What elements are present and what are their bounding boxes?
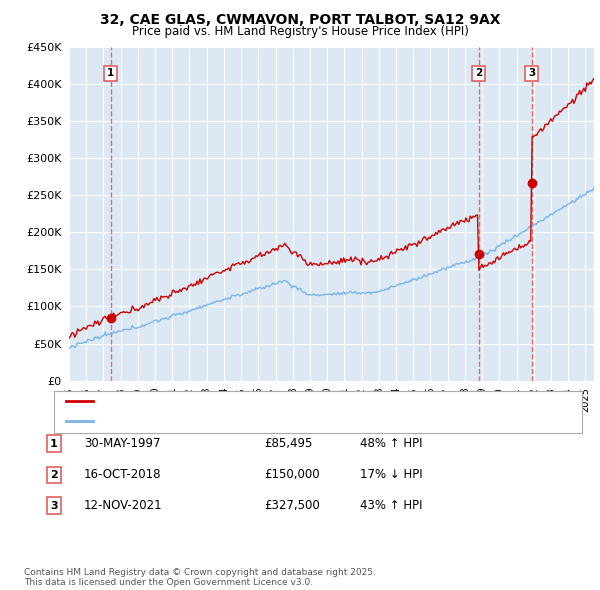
Text: 2: 2 <box>50 470 58 480</box>
Text: Contains HM Land Registry data © Crown copyright and database right 2025.
This d: Contains HM Land Registry data © Crown c… <box>24 568 376 587</box>
Text: 17% ↓ HPI: 17% ↓ HPI <box>360 468 422 481</box>
Text: £85,495: £85,495 <box>264 437 313 450</box>
Text: 2: 2 <box>475 68 482 78</box>
Text: Price paid vs. HM Land Registry's House Price Index (HPI): Price paid vs. HM Land Registry's House … <box>131 25 469 38</box>
Text: £150,000: £150,000 <box>264 468 320 481</box>
Text: 16-OCT-2018: 16-OCT-2018 <box>84 468 161 481</box>
Text: 1: 1 <box>107 68 114 78</box>
Text: 32, CAE GLAS, CWMAVON, PORT TALBOT, SA12 9AX (detached house): 32, CAE GLAS, CWMAVON, PORT TALBOT, SA12… <box>96 396 486 406</box>
Text: 32, CAE GLAS, CWMAVON, PORT TALBOT, SA12 9AX: 32, CAE GLAS, CWMAVON, PORT TALBOT, SA12… <box>100 13 500 27</box>
Text: 30-MAY-1997: 30-MAY-1997 <box>84 437 161 450</box>
Text: 12-NOV-2021: 12-NOV-2021 <box>84 499 163 512</box>
Text: 3: 3 <box>50 501 58 510</box>
Text: 48% ↑ HPI: 48% ↑ HPI <box>360 437 422 450</box>
Text: HPI: Average price, detached house, Neath Port Talbot: HPI: Average price, detached house, Neat… <box>96 417 398 426</box>
Text: £327,500: £327,500 <box>264 499 320 512</box>
Text: 43% ↑ HPI: 43% ↑ HPI <box>360 499 422 512</box>
Text: 1: 1 <box>50 439 58 448</box>
Text: 3: 3 <box>528 68 535 78</box>
